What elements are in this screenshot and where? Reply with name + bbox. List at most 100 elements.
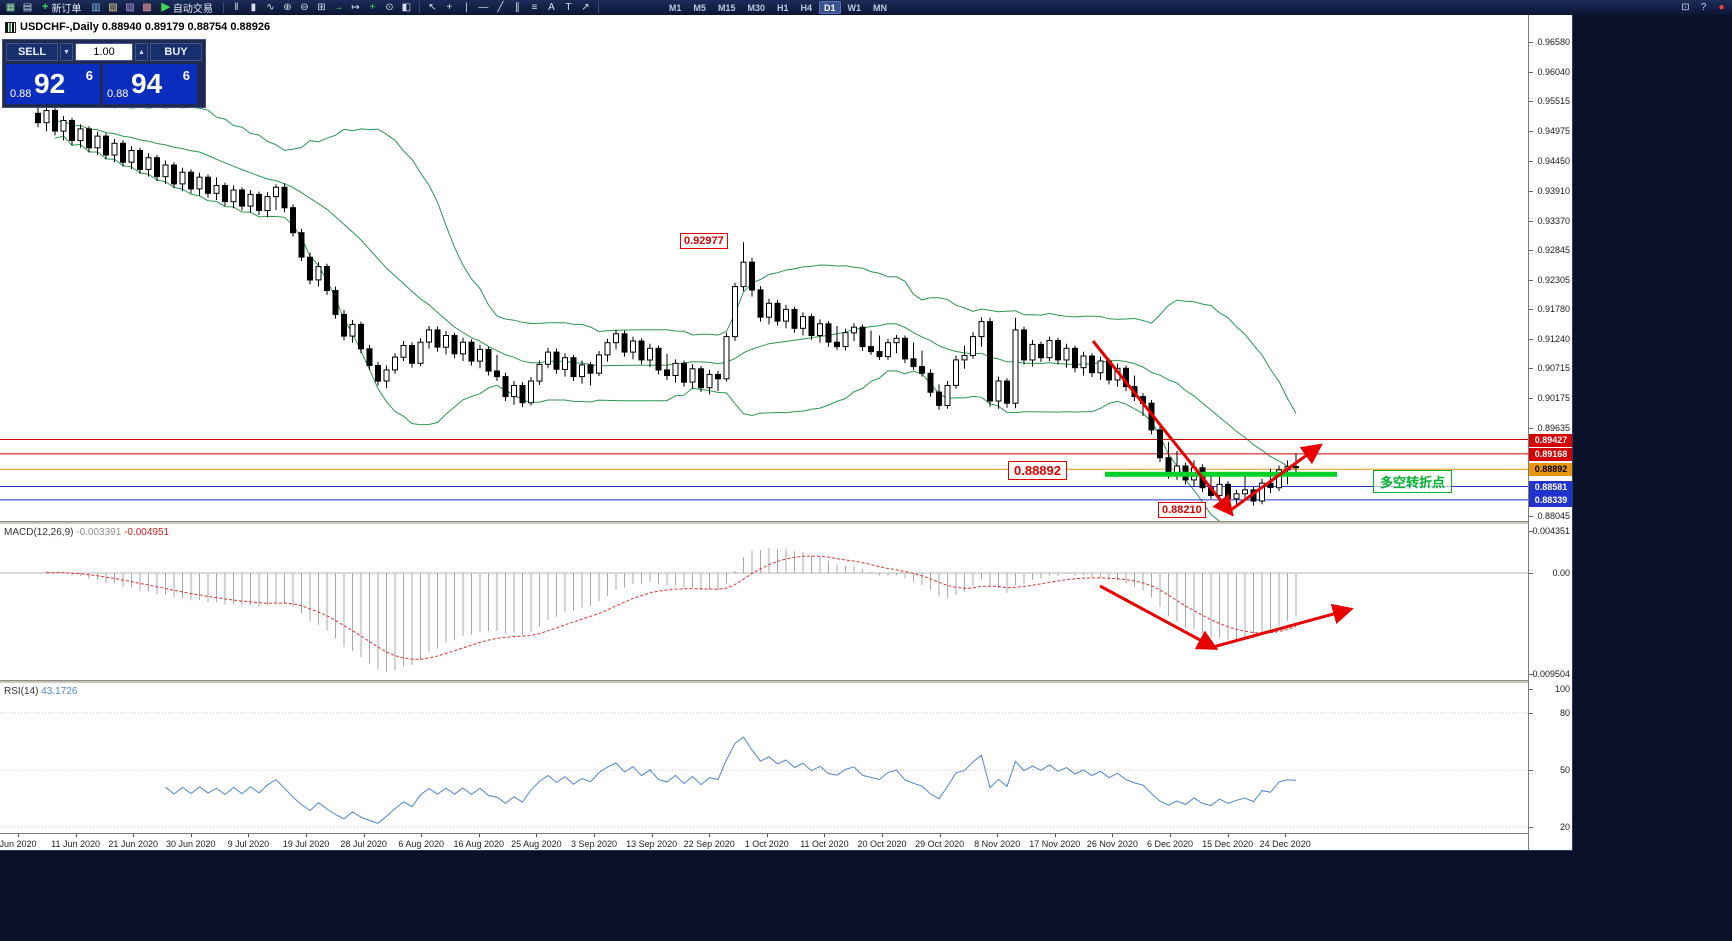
tile-windows-icon[interactable]: ⊞ (317, 1, 326, 13)
price-callout-0.92977[interactable]: 0.92977 (680, 233, 728, 249)
sell-button[interactable]: SELL (6, 43, 58, 61)
scale-tick-mark (1529, 160, 1533, 162)
volume-increase-button[interactable]: ▲ (135, 43, 148, 61)
bar-chart-icon[interactable]: ‖ (234, 1, 239, 13)
date-tick-label: 11 Jun 2020 (51, 839, 101, 849)
line-chart-icon[interactable]: ∿ (266, 1, 275, 13)
crosshair-icon[interactable]: + (446, 1, 453, 13)
indicators-icon[interactable]: + (369, 1, 376, 13)
sell-price-prefix: 0.88 (10, 88, 32, 100)
macd-indicator-label: MACD(12,26,9) -0.003391 -0.004951 (4, 527, 169, 538)
timeframe-d1-button[interactable]: D1 (819, 1, 841, 14)
scale-tick-mark (1529, 190, 1533, 192)
price-callout-0.88892[interactable]: 0.88892 (1008, 461, 1067, 480)
data-window-icon[interactable]: ▧ (108, 1, 118, 13)
scale-tick-label: 100 (1554, 684, 1570, 694)
timeframe-m15-button[interactable]: M15 (717, 2, 736, 13)
price-callout-0.88210[interactable]: 0.88210 (1158, 502, 1206, 518)
workspace-background (0, 852, 1574, 941)
navigator-icon[interactable]: ▨ (125, 1, 135, 13)
arrows-tool-icon[interactable]: ↗ (581, 1, 590, 13)
scale-tick-mark (1529, 220, 1533, 222)
pane-splitter[interactable] (0, 680, 1572, 683)
timeframe-h4-button[interactable]: H4 (800, 2, 812, 13)
scale-tick-label: 0.91240 (1537, 333, 1570, 344)
price-chart-pane[interactable] (0, 15, 1528, 521)
zoom-in-icon[interactable]: ⊕ (283, 1, 292, 13)
macd-main-value: -0.003391 (76, 527, 122, 538)
vertical-line-icon[interactable]: ∣ (463, 1, 469, 13)
date-axis[interactable]: Jun 2020 11 Jun 2020 21 Jun 2020 30 Jun 202… (0, 833, 1528, 850)
trend-arrow[interactable] (1227, 443, 1323, 514)
timeframe-m5-button[interactable]: M5 (693, 2, 706, 13)
volume-input[interactable] (75, 43, 133, 61)
help-icon[interactable]: ? (1700, 1, 1707, 13)
trendline-icon[interactable]: ╱ (497, 1, 504, 13)
date-tick-mark (363, 834, 365, 837)
scale-tick-label: 0.92845 (1537, 244, 1570, 255)
fullscreen-icon[interactable]: ⊡ (1681, 1, 1690, 13)
trend-arrow[interactable] (1091, 340, 1234, 517)
sell-price-big: 92 (34, 68, 66, 99)
timeframe-h1-button[interactable]: H1 (776, 2, 789, 13)
scale-tick-mark (1529, 42, 1533, 44)
fibonacci-icon[interactable]: ≡ (531, 1, 538, 13)
date-tick-mark (882, 834, 883, 837)
periods-icon[interactable]: ⊙ (385, 1, 394, 13)
cursor-icon[interactable]: ↖ (428, 1, 437, 13)
volume-decrease-button[interactable]: ▼ (60, 43, 73, 61)
scale-tick-label: 0.89635 (1537, 422, 1570, 433)
chart-icon (5, 21, 16, 33)
support-zone-label[interactable]: 多空转折点 (1373, 470, 1453, 493)
buy-price-big: 94 (131, 68, 163, 99)
auto-scroll-icon[interactable]: → (333, 1, 344, 13)
new-order-button-icon: + (42, 1, 49, 13)
date-tick-label: 15 Dec 2020 (1202, 839, 1254, 849)
market-watch-icon[interactable]: ▥ (91, 1, 101, 13)
scale-tick-label: -0.009504 (1529, 668, 1570, 679)
price-marker-0.89427: 0.89427 (1529, 433, 1572, 447)
scale-tick-label: 80 (1559, 708, 1570, 718)
macd-trend-arrow[interactable] (1212, 603, 1354, 649)
timeframe-m1-button[interactable]: M1 (668, 2, 682, 13)
scale-tick-mark (1529, 101, 1533, 103)
templates-icon[interactable]: ◧ (401, 1, 412, 13)
record-icon[interactable]: ● (1718, 1, 1725, 13)
timeframe-w1-button[interactable]: W1 (847, 2, 862, 13)
timeframe-mn-button[interactable]: MN (873, 2, 888, 13)
candlestick-chart-icon[interactable]: ▮ (250, 1, 257, 13)
macd-pane[interactable] (0, 524, 1528, 680)
toolbar-separator (222, 2, 224, 13)
macd-name: MACD(12,26,9) (4, 527, 74, 538)
text-icon[interactable]: A (548, 1, 555, 13)
pane-splitter[interactable] (0, 521, 1572, 524)
date-tick-mark (997, 834, 999, 837)
horizontal-level-lines[interactable] (0, 439, 1528, 501)
zoom-out-icon[interactable]: ⊖ (300, 1, 309, 13)
rsi-name: RSI(14) (4, 686, 39, 697)
date-tick-label: 6 Dec 2020 (1146, 839, 1194, 849)
macd-trend-arrow[interactable] (1099, 584, 1219, 650)
text-label-icon[interactable]: T (565, 1, 572, 13)
date-tick-mark (709, 834, 711, 837)
date-tick-label: 20 Oct 2020 (857, 839, 907, 849)
sell-price-display[interactable]: 0.88 92 6 (6, 64, 100, 104)
price-scale[interactable]: 0.96580 0.96040 0.95515 0.94975 0.94450 0.939… (1528, 15, 1572, 850)
support-zone-bar[interactable] (1105, 471, 1337, 477)
auto-trading-button[interactable]: ▶ 自动交易 (156, 1, 217, 16)
new-order-button-label: 新订单 (51, 4, 82, 15)
date-tick-mark (248, 834, 250, 837)
scale-tick-mark (1529, 338, 1533, 340)
window-layout-icon[interactable]: ▤ (22, 1, 33, 13)
rsi-pane[interactable] (0, 683, 1528, 833)
timeframe-m30-button[interactable]: M30 (747, 2, 765, 13)
buy-button[interactable]: BUY (150, 43, 202, 61)
chart-preview-icon[interactable]: ▦ (5, 1, 16, 13)
buy-price-display[interactable]: 0.88 94 6 (103, 64, 197, 104)
new-order-button[interactable]: + 新订单 (37, 1, 86, 16)
horizontal-line-icon[interactable]: ― (478, 1, 489, 13)
terminal-icon[interactable]: ▩ (142, 1, 152, 13)
channel-icon[interactable]: ∥ (514, 1, 520, 13)
chart-shift-icon[interactable]: ↦ (351, 1, 360, 13)
scale-tick-mark (1529, 531, 1533, 532)
